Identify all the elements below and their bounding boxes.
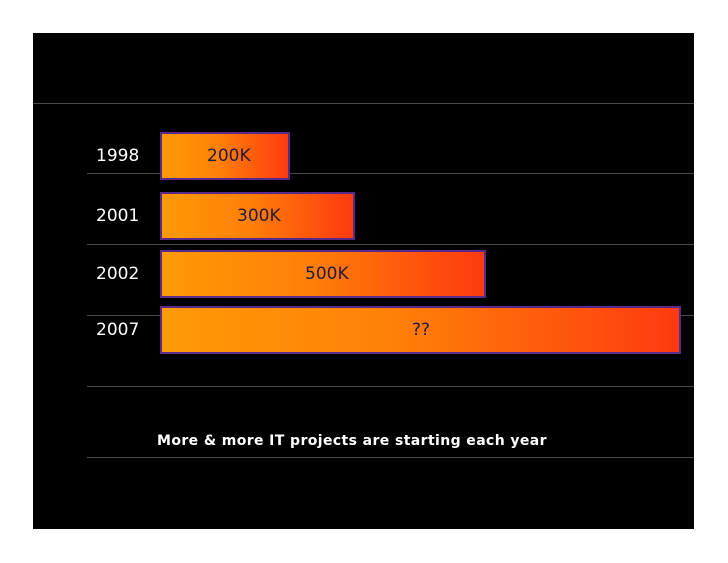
chart-caption: More & more IT projects are starting eac… — [157, 433, 547, 449]
year-label-1998: 1998 — [96, 146, 140, 166]
gridline — [87, 457, 694, 458]
gridline — [87, 173, 694, 174]
bar-value-label-2001: 300K — [237, 206, 281, 226]
gridline — [33, 103, 694, 104]
year-label-2001: 2001 — [96, 206, 140, 226]
bar-1998 — [160, 132, 290, 180]
year-label-2007: 2007 — [96, 320, 140, 340]
bar-2007 — [160, 306, 681, 354]
bar-value-label-2002: 500K — [305, 264, 349, 284]
bar-value-label-1998: 200K — [207, 146, 251, 166]
bar-value-label-2007: ?? — [412, 320, 431, 340]
bar-2001 — [160, 192, 355, 240]
bar-2002 — [160, 250, 486, 298]
gridline — [87, 386, 694, 387]
year-label-2002: 2002 — [96, 264, 140, 284]
gridline — [87, 244, 694, 245]
